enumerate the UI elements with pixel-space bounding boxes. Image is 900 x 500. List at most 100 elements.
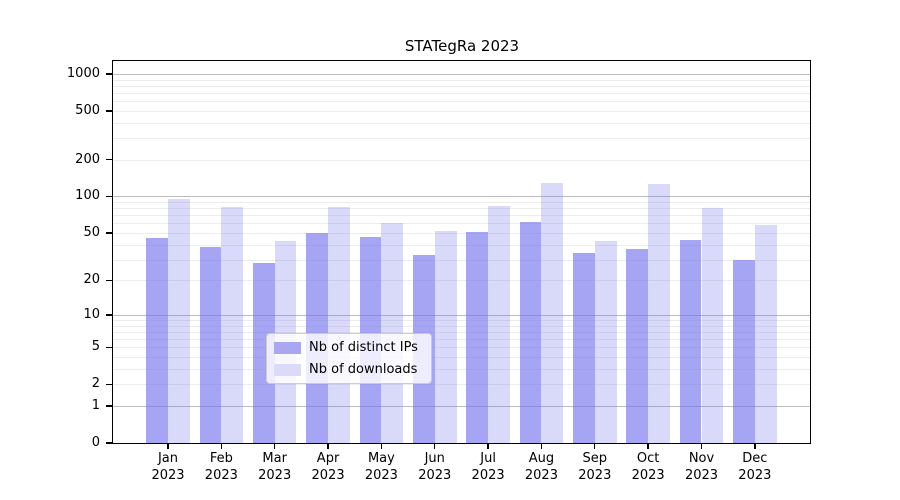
y-axis-tick-label: 0 [91,435,100,450]
y-tick-mark [106,159,112,161]
major-gridline [113,196,810,198]
minor-gridline [113,259,810,261]
x-label-year: 2023 [684,468,719,483]
major-gridline [113,73,810,75]
y-tick-mark [106,442,112,444]
x-label-year: 2023 [258,468,292,483]
legend: Nb of distinct IPs Nb of downloads [266,333,432,384]
minor-gridline [113,202,810,204]
x-axis-tick-label: Dec 2023 [723,450,787,484]
x-label-year: 2023 [311,468,345,483]
x-axis-tick-label: Mar 2023 [243,450,307,484]
minor-gridline [113,280,810,282]
x-tick-mark [594,444,596,449]
y-axis-tick-label: 1 [91,397,100,413]
bar-distinct-ips [466,231,489,443]
x-label-month: Apr [316,451,340,466]
x-label-month: May [367,451,395,466]
x-tick-mark [167,444,169,449]
minor-gridline [113,122,810,124]
y-tick-mark [106,314,112,316]
y-axis-tick-label: 2 [91,376,100,392]
x-tick-mark [274,444,276,449]
bar-downloads [488,205,510,443]
x-axis-tick-label: Aug 2023 [509,450,573,484]
x-label-year: 2023 [471,468,505,483]
minor-gridline [113,325,810,327]
x-axis-tick-label: Jan 2023 [136,450,200,484]
bar-distinct-ips [252,263,275,443]
x-label-year: 2023 [364,468,398,483]
legend-item-distinct-ips: Nb of distinct IPs [274,340,422,355]
x-axis-tick-label: Feb 2023 [189,450,253,484]
minor-gridline [113,244,810,246]
x-label-year: 2023 [151,468,185,483]
minor-gridline [113,331,810,333]
minor-gridline [113,208,810,210]
minor-gridline [113,110,810,112]
bar-downloads [594,240,617,443]
minor-gridline [113,79,810,81]
bar-distinct-ips [626,248,649,443]
y-axis-tick-label: 1000 [66,65,100,81]
x-label-month: Jul [480,451,496,466]
y-tick-mark [106,110,112,112]
x-label-month: Sep [582,451,608,466]
y-axis-tick-label: 50 [83,224,100,240]
bar-downloads [754,225,777,443]
minor-gridline [113,159,810,161]
legend-label-distinct-ips: Nb of distinct IPs [309,340,418,355]
y-tick-mark [106,346,112,348]
minor-gridline [113,320,810,321]
minor-gridline [113,357,810,359]
minor-gridline [113,92,810,94]
x-label-month: Jun [424,451,445,466]
minor-gridline [113,368,810,370]
x-tick-mark [700,444,703,449]
minor-gridline [113,384,810,386]
bar-distinct-ips [573,253,595,443]
y-axis-tick-label: 20 [83,272,100,288]
x-tick-mark [754,444,756,449]
bar-distinct-ips [146,238,168,443]
legend-swatch-distinct-ips [274,341,301,354]
bar-downloads [648,184,670,443]
x-tick-mark [220,444,223,449]
x-label-year: 2023 [631,468,665,483]
x-tick-mark [380,444,383,449]
x-label-year: 2023 [418,468,452,483]
minor-gridline [113,223,810,225]
legend-label-downloads: Nb of downloads [309,362,418,377]
x-tick-mark [327,444,329,449]
y-axis-tick-label: 100 [75,188,100,204]
x-tick-mark [540,444,543,449]
minor-gridline [113,138,810,140]
x-axis-tick-label: Jun 2023 [403,450,467,484]
major-gridline [113,314,810,316]
minor-gridline [113,347,810,349]
bar-distinct-ips [679,239,702,443]
legend-item-downloads: Nb of downloads [274,362,422,377]
x-label-month: Jan [157,451,179,466]
bar-downloads [701,208,724,443]
x-axis-tick-label: Sep 2023 [563,450,627,484]
major-gridline [113,405,810,407]
legend-swatch-downloads [274,363,301,376]
bar-distinct-ips [519,221,542,443]
x-axis-tick-label: Jul 2023 [456,450,520,484]
x-label-month: Dec [742,451,768,466]
x-label-year: 2023 [738,468,772,483]
y-axis-tick-label: 200 [75,151,100,167]
bar-downloads [221,206,244,443]
x-tick-mark [487,444,489,449]
x-axis-tick-label: Apr 2023 [296,450,360,484]
x-label-month: Nov [688,451,715,466]
bar-downloads [381,222,404,443]
bar-downloads [541,182,564,443]
bar-distinct-ips [733,259,755,443]
minor-gridline [113,85,810,87]
x-label-year: 2023 [204,468,238,483]
x-axis-tick-label: Oct 2023 [616,450,680,484]
chart-title: STATegRa 2023 [404,37,520,55]
